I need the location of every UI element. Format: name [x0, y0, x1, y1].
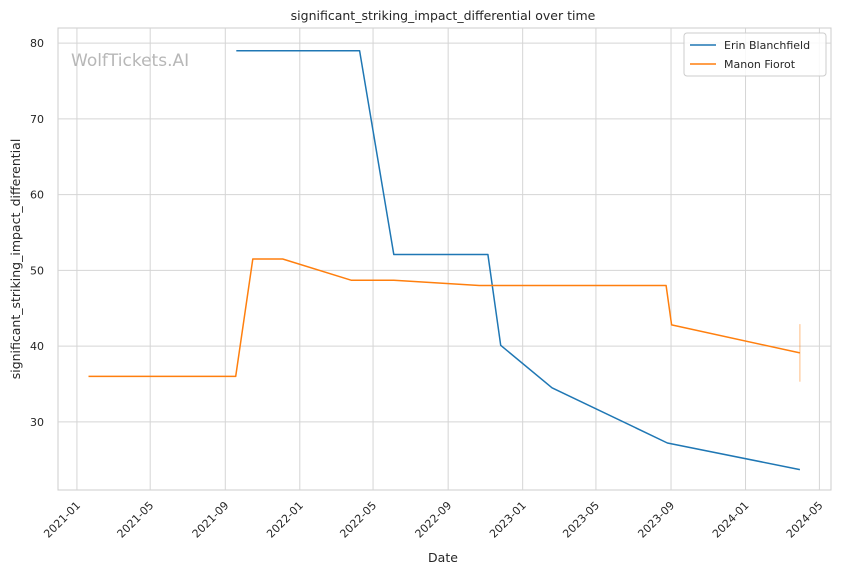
series-line-erin-blanchfield	[236, 49, 801, 471]
y-tick-label: 30	[30, 416, 44, 429]
legend-label-erin-blanchfield: Erin Blanchfield	[724, 39, 810, 52]
gridlines	[58, 28, 831, 490]
legend: Erin Blanchfield Manon Fiorot	[683, 32, 827, 77]
plot-area	[57, 27, 832, 491]
y-tick-label: 60	[30, 189, 44, 202]
y-tick-label: 40	[30, 340, 44, 353]
y-axis-ticks: 30 40 50 60 70 80	[30, 37, 44, 429]
y-tick-label: 70	[30, 113, 44, 126]
y-tick-label: 80	[30, 37, 44, 50]
legend-box	[683, 32, 827, 77]
legend-label-manon-fiorot: Manon Fiorot	[724, 58, 796, 71]
y-tick-label: 50	[30, 264, 44, 277]
watermark: WolfTickets.AI	[71, 51, 189, 71]
series-line-manon-fiorot	[88, 258, 801, 378]
series-lines	[88, 49, 801, 471]
chart-title: significant_striking_impact_differential…	[291, 8, 596, 23]
y-axis-label: significant_striking_impact_differential	[8, 139, 23, 380]
x-axis-label: Date	[428, 550, 458, 565]
